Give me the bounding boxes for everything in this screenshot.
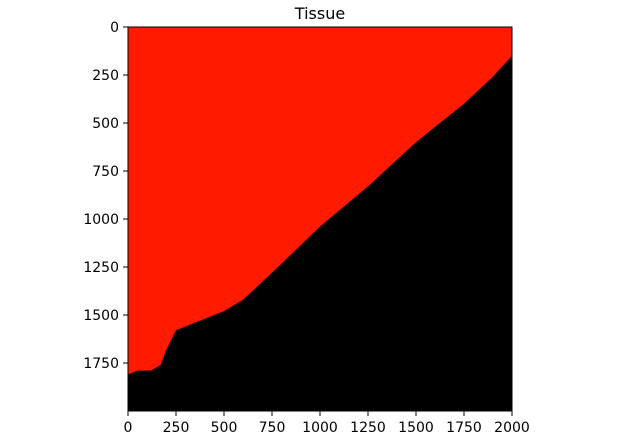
y-tick-label: 750 [92,164,119,180]
y-axis: 0 250 500 750 1000 1250 1500 1750 [83,20,128,372]
y-tick-label: 1000 [83,212,119,228]
x-tick-label: 2000 [494,420,530,436]
y-tick-label: 500 [92,116,119,132]
y-tick-label: 1500 [83,308,119,324]
x-tick-label: 250 [163,420,190,436]
x-axis: 0 250 500 750 1000 1250 1500 1750 2000 [124,411,530,436]
y-tick-label: 0 [110,20,119,36]
plot-area [127,26,513,412]
x-tick-label: 500 [211,420,238,436]
x-tick-label: 750 [259,420,286,436]
x-tick-label: 1000 [302,420,338,436]
y-tick-label: 1250 [83,260,119,276]
y-tick-label: 250 [92,68,119,84]
x-tick-label: 1500 [398,420,434,436]
y-tick-label: 1750 [83,356,119,372]
chart-title: Tissue [294,4,345,23]
tissue-region [128,27,512,375]
x-tick-label: 1750 [446,420,482,436]
x-tick-label: 1250 [350,420,386,436]
x-tick-label: 0 [124,420,133,436]
